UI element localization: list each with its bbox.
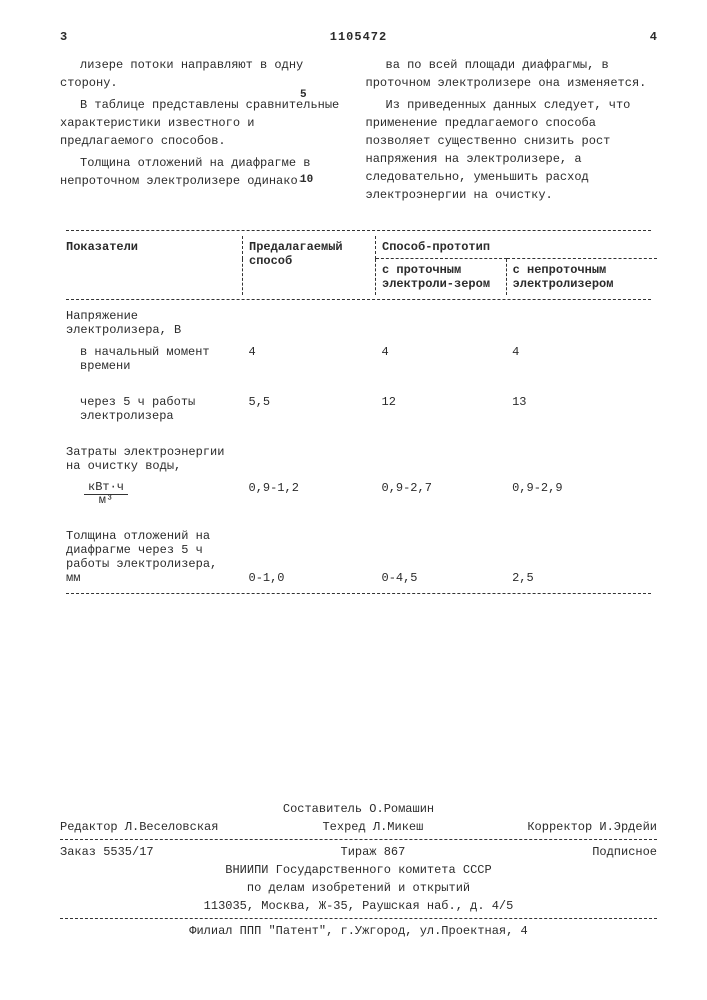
- compiler: Составитель О.Ромашин: [60, 800, 657, 818]
- header: 3 1105472 4: [60, 30, 657, 44]
- cell: 4: [376, 341, 507, 377]
- org-line1: ВНИИПИ Государственного комитета СССР: [60, 861, 657, 879]
- row-label: Толщина отложений на диафрагме через 5 ч…: [60, 525, 243, 589]
- table-header-row1: Показатели Предалагаемый способ Способ-п…: [60, 236, 657, 259]
- editor: Редактор Л.Веселовская: [60, 818, 218, 836]
- corrector: Корректор И.Эрдейи: [527, 818, 657, 836]
- frac-den: м³: [95, 493, 117, 507]
- line-marker-5: 5: [300, 89, 307, 101]
- row-label: Напряжение электролизера, В: [60, 305, 243, 341]
- row-label: через 5 ч работы электролизера: [60, 391, 243, 427]
- right-column: ва по всей площади диафрагмы, в проточно…: [366, 56, 658, 208]
- cell: 0-4,5: [376, 525, 507, 589]
- page-left: 3: [60, 30, 90, 44]
- table-row: в начальный момент времени 4 4 4: [60, 341, 657, 377]
- table-row: Толщина отложений на диафрагме через 5 ч…: [60, 525, 657, 589]
- col-indicators: Показатели: [60, 236, 243, 295]
- doc-number: 1105472: [90, 30, 627, 44]
- table-row: через 5 ч работы электролизера 5,5 12 13: [60, 391, 657, 427]
- row-label: кВт·ч м³: [60, 477, 243, 511]
- table-row: Затраты электроэнергии на очистку воды,: [60, 441, 657, 477]
- table-row: кВт·ч м³ 0,9-1,2 0,9-2,7 0,9-2,9: [60, 477, 657, 511]
- order: Заказ 5535/17: [60, 843, 154, 861]
- left-para-1: лизере потоки направляют в одну сторону.: [60, 56, 352, 92]
- org-line2: по делам изобретений и открытий: [60, 879, 657, 897]
- col-flow: с проточным электроли-зером: [376, 259, 507, 296]
- subscript: Подписное: [592, 843, 657, 861]
- circulation: Тираж 867: [341, 843, 406, 861]
- address: 113035, Москва, Ж-35, Раушская наб., д. …: [60, 897, 657, 915]
- cell: 4: [506, 341, 657, 377]
- cell: 13: [506, 391, 657, 427]
- cell: 0-1,0: [243, 525, 376, 589]
- data-table: Показатели Предалагаемый способ Способ-п…: [60, 226, 657, 599]
- tech-editor: Техред Л.Микеш: [322, 818, 423, 836]
- cell: 5,5: [243, 391, 376, 427]
- body-columns: лизере потоки направляют в одну сторону.…: [60, 56, 657, 208]
- line-marker-10: 10: [300, 174, 313, 186]
- cell: 0,9-2,9: [506, 477, 657, 511]
- page-right: 4: [627, 30, 657, 44]
- cell: 12: [376, 391, 507, 427]
- row-label: Затраты электроэнергии на очистку воды,: [60, 441, 243, 477]
- col-proposed: Предалагаемый способ: [243, 236, 376, 295]
- footer: Составитель О.Ромашин Редактор Л.Веселов…: [0, 800, 707, 940]
- row-label: в начальный момент времени: [60, 341, 243, 377]
- right-para-1: ва по всей площади диафрагмы, в проточно…: [366, 56, 658, 92]
- cell: 2,5: [506, 525, 657, 589]
- right-para-2: Из приведенных данных следует, что приме…: [366, 96, 658, 204]
- cell: 0,9-2,7: [376, 477, 507, 511]
- branch: Филиал ППП "Патент", г.Ужгород, ул.Проек…: [60, 922, 657, 940]
- cell: 4: [243, 341, 376, 377]
- cell: 0,9-1,2: [243, 477, 376, 511]
- left-para-2: В таблице представлены сравнительные хар…: [60, 96, 352, 150]
- table-row: Напряжение электролизера, В: [60, 305, 657, 341]
- col-noflow: с непроточным электролизером: [506, 259, 657, 296]
- col-prototype: Способ-прототип: [376, 236, 658, 259]
